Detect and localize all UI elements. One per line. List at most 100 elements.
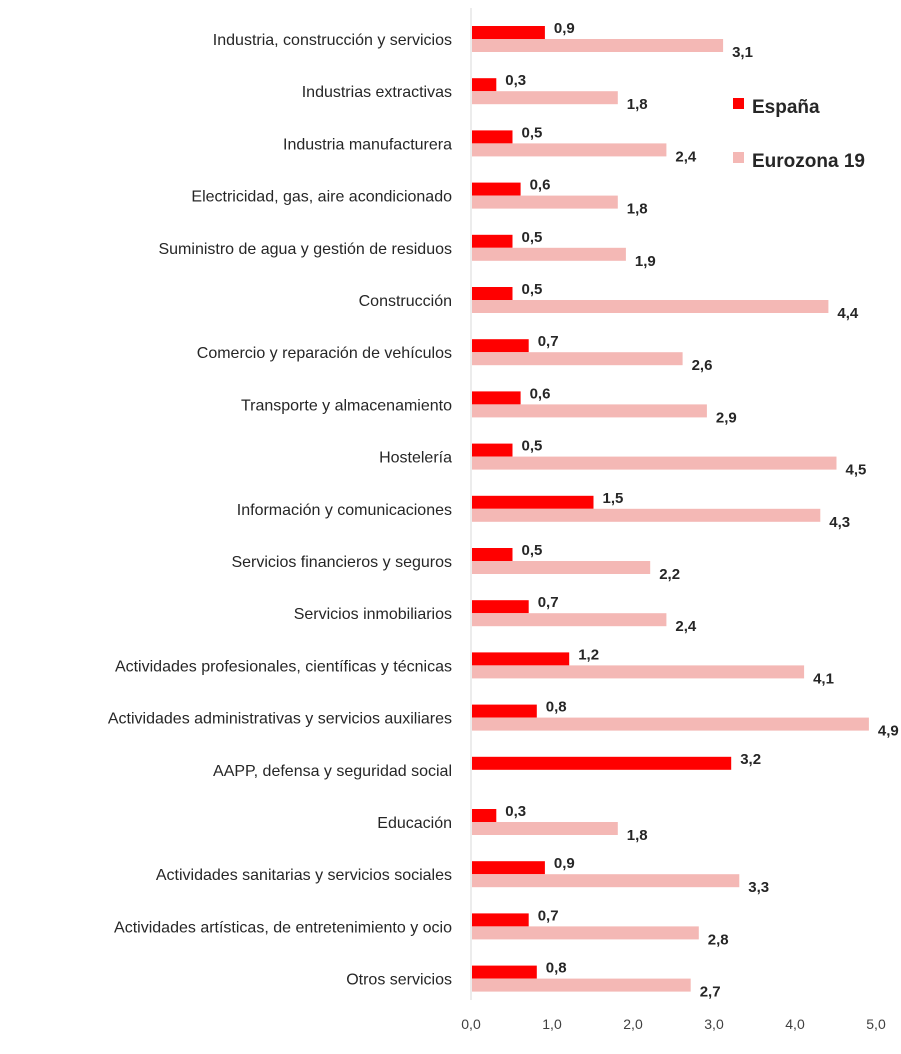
bar-eurozona [472, 352, 683, 366]
data-label-espana: 0,3 [505, 803, 526, 820]
bar-espana [472, 182, 521, 196]
category-label: Actividades sanitarias y servicios socia… [156, 867, 452, 884]
data-label-eurozona: 2,6 [692, 357, 713, 374]
category-label: Construcción [359, 293, 452, 310]
category-label: Información y comunicaciones [237, 502, 452, 519]
category-label: Transporte y almacenamiento [241, 397, 452, 414]
category-label: Comercio y reparación de vehículos [197, 345, 452, 362]
bar-espana [472, 391, 521, 405]
data-label-eurozona: 4,1 [813, 670, 834, 687]
category-label: Otros servicios [346, 972, 452, 989]
data-label-espana: 0,5 [522, 542, 543, 559]
bar-espana [472, 78, 497, 92]
category-label: Educación [377, 815, 452, 832]
bar-eurozona [472, 613, 667, 627]
data-label-espana: 0,7 [538, 333, 559, 350]
data-label-eurozona: 2,2 [659, 566, 680, 583]
bar-espana [472, 495, 594, 509]
legend-swatch-eurozona [733, 152, 744, 163]
data-label-eurozona: 1,9 [635, 253, 656, 270]
data-label-espana: 0,5 [522, 438, 543, 455]
legend-label-eurozona: Eurozona 19 [752, 151, 865, 172]
category-label: Hostelería [379, 450, 452, 467]
category-label: Actividades administrativas y servicios … [108, 711, 452, 728]
x-tick-label: 2,0 [623, 1016, 643, 1032]
bar-espana [472, 600, 529, 614]
bar-eurozona [472, 717, 869, 731]
data-label-espana: 0,9 [554, 20, 575, 37]
x-tick-label: 1,0 [542, 1016, 562, 1032]
data-label-espana: 0,3 [505, 72, 526, 89]
bar-eurozona [472, 508, 821, 522]
data-label-eurozona: 1,8 [627, 201, 648, 218]
category-label: AAPP, defensa y seguridad social [213, 763, 452, 780]
category-label: Industrias extractivas [302, 84, 452, 101]
data-label-eurozona: 4,9 [878, 723, 899, 740]
data-label-espana: 0,7 [538, 907, 559, 924]
bar-eurozona [472, 91, 618, 105]
bar-espana [472, 443, 513, 457]
data-label-eurozona: 2,4 [675, 148, 697, 165]
data-label-eurozona: 2,7 [700, 984, 721, 1001]
bar-eurozona [472, 300, 829, 313]
legend-label-espana: España [752, 97, 820, 118]
bar-espana [472, 861, 545, 875]
bar-espana [472, 913, 529, 927]
data-label-eurozona: 1,8 [627, 96, 648, 113]
bar-eurozona [472, 926, 699, 940]
category-label: Actividades artísticas, de entretenimien… [114, 919, 452, 936]
category-label: Industria manufacturera [283, 136, 452, 153]
data-label-espana: 0,6 [530, 177, 551, 194]
x-tick-label: 4,0 [785, 1016, 805, 1032]
category-label: Actividades profesionales, científicas y… [115, 658, 452, 675]
data-label-eurozona: 4,5 [846, 462, 867, 479]
data-label-eurozona: 2,9 [716, 409, 737, 426]
bar-espana [472, 287, 513, 300]
category-label: Industria, construcción y servicios [213, 32, 452, 49]
category-label: Servicios inmobiliarios [294, 606, 452, 623]
data-label-espana: 0,9 [554, 855, 575, 872]
data-label-espana: 0,5 [522, 229, 543, 246]
legend: España Eurozona 19 [733, 97, 865, 172]
data-label-espana: 0,5 [522, 124, 543, 141]
data-label-espana: 0,8 [546, 960, 567, 977]
data-label-eurozona: 4,3 [829, 514, 850, 531]
legend-swatch-espana [733, 98, 744, 109]
bar-espana [472, 965, 537, 979]
x-tick-label: 0,0 [461, 1016, 481, 1032]
data-label-espana: 1,5 [603, 490, 624, 507]
bar-espana [472, 809, 497, 822]
data-label-eurozona: 2,4 [675, 618, 697, 635]
x-tick-label: 5,0 [866, 1016, 886, 1032]
data-label-espana: 0,8 [546, 699, 567, 716]
bar-espana [472, 652, 570, 666]
bar-espana [472, 26, 545, 39]
data-label-espana: 0,5 [522, 281, 543, 298]
data-label-espana: 3,2 [740, 751, 761, 768]
data-label-espana: 1,2 [578, 646, 599, 663]
data-label-eurozona: 4,4 [837, 305, 859, 322]
bar-espana [472, 548, 513, 561]
bar-eurozona [472, 874, 740, 888]
bar-espana [472, 756, 732, 770]
bar-eurozona [472, 456, 837, 470]
bar-eurozona [472, 143, 667, 157]
data-label-eurozona: 2,8 [708, 931, 729, 948]
data-label-eurozona: 1,8 [627, 827, 648, 844]
bar-eurozona [472, 561, 651, 574]
x-tick-label: 3,0 [704, 1016, 724, 1032]
bar-espana [472, 339, 529, 353]
bar-eurozona [472, 195, 618, 209]
bar-eurozona [472, 39, 724, 52]
bar-espana [472, 704, 537, 718]
bar-eurozona [472, 665, 805, 679]
bar-eurozona [472, 822, 618, 835]
data-label-espana: 0,6 [530, 385, 551, 402]
category-label: Electricidad, gas, aire acondicionado [191, 189, 452, 206]
bar-eurozona [472, 978, 691, 992]
bar-eurozona [472, 404, 707, 418]
category-label: Servicios financieros y seguros [231, 554, 452, 571]
data-label-espana: 0,7 [538, 594, 559, 611]
bar-eurozona [472, 247, 626, 261]
